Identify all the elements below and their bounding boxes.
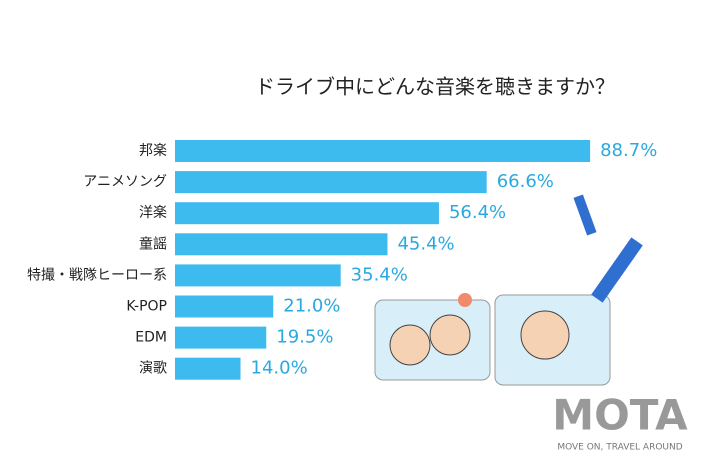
- bar: [175, 326, 267, 349]
- bar: [175, 295, 274, 318]
- bar: [175, 202, 439, 225]
- value-label: 56.4%: [449, 202, 506, 223]
- illustration: [374, 194, 643, 386]
- category-label: 邦楽: [139, 143, 167, 159]
- bar: [175, 357, 241, 380]
- value-label: 66.6%: [497, 171, 554, 192]
- bar: [175, 140, 591, 162]
- value-label: 14.0%: [251, 358, 308, 379]
- value-label: 21.0%: [283, 296, 340, 317]
- value-label: 88.7%: [600, 140, 657, 161]
- illustration-mic: [573, 194, 597, 236]
- category-label: EDM: [135, 330, 167, 346]
- logo-tagline: MOVE ON, TRAVEL AROUND: [557, 443, 682, 453]
- value-label: 35.4%: [351, 264, 408, 285]
- bar: [175, 264, 341, 287]
- illustration-guitar: [591, 237, 643, 303]
- value-label: 45.4%: [397, 233, 454, 254]
- logo: MOTA: [552, 391, 688, 440]
- illustration-face: [520, 310, 570, 360]
- category-label: 特撮・戦隊ヒーロー系: [27, 266, 167, 283]
- value-label: 19.5%: [276, 327, 333, 348]
- illustration-face: [429, 314, 471, 356]
- category-label: 洋楽: [139, 205, 167, 221]
- illustration-face: [389, 324, 431, 366]
- category-label: K-POP: [126, 299, 167, 315]
- bar: [175, 171, 487, 194]
- chart-title: ドライブ中にどんな音楽を聴きますか？: [255, 75, 615, 99]
- category-label: 演歌: [139, 361, 167, 377]
- bar: [175, 233, 388, 256]
- category-label: 童謡: [139, 235, 167, 252]
- category-label: アニメソング: [83, 174, 167, 190]
- illustration-heart: [458, 293, 472, 307]
